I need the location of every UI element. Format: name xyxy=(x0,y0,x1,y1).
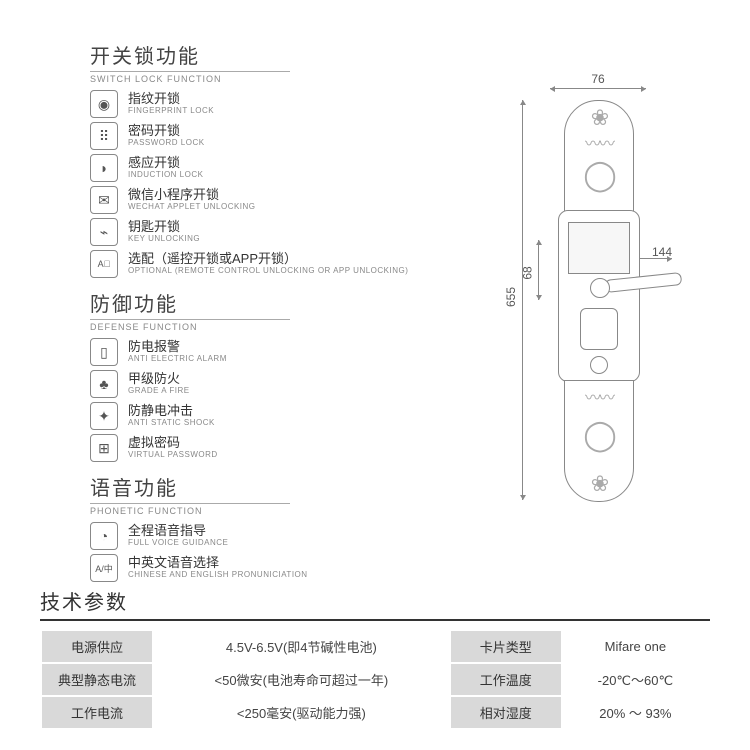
spec-label: 卡片类型 xyxy=(451,631,561,662)
feature-cn: 甲级防火 xyxy=(128,372,190,386)
feature-en: FINGERPRINT LOCK xyxy=(128,107,214,116)
ornament-icon: ❀ xyxy=(591,473,607,495)
spec-row: 电源供应4.5V-6.5V(即4节碱性电池)卡片类型Mifare one xyxy=(42,631,708,662)
feature-cn: 防电报警 xyxy=(128,340,227,354)
feature-cn: 微信小程序开锁 xyxy=(128,188,256,202)
feature-text: 选配（遥控开锁或APP开锁）OPTIONAL (REMOTE CONTROL U… xyxy=(128,252,408,275)
feature-icon: A/中 xyxy=(90,554,118,582)
feature-icon: ⌁ xyxy=(90,218,118,246)
ornament-icon: ◯ xyxy=(583,161,615,191)
feature-text: 钥匙开锁KEY UNLOCKING xyxy=(128,220,200,243)
feature-en: WECHAT APPLET UNLOCKING xyxy=(128,203,256,212)
feature-text: 指纹开锁FINGERPRINT LOCK xyxy=(128,92,214,115)
feature-en: INDUCTION LOCK xyxy=(128,171,203,180)
spec-row: 典型静态电流<50微安(电池寿命可超过一年)工作温度-20℃～60℃ xyxy=(42,664,708,695)
feature-text: 密码开锁PASSWORD LOCK xyxy=(128,124,205,147)
lock-keyhole xyxy=(590,356,608,374)
feature-icon: ▯ xyxy=(90,338,118,366)
feature-cn: 密码开锁 xyxy=(128,124,205,138)
defense-title-en: DEFENSE FUNCTION xyxy=(90,319,290,332)
feature-cn: 选配（遥控开锁或APP开锁） xyxy=(128,252,408,266)
spec-value: <250毫安(驱动能力强) xyxy=(154,697,449,728)
feature-text: 全程语音指导FULL VOICE GUIDANCE xyxy=(128,524,228,547)
feature-icon: A⃣ xyxy=(90,250,118,278)
feature-text: 微信小程序开锁WECHAT APPLET UNLOCKING xyxy=(128,188,256,211)
feature-icon: ✦ xyxy=(90,402,118,430)
lock-screen xyxy=(568,222,630,274)
feature-cn: 中英文语音选择 xyxy=(128,556,308,570)
spec-label: 工作电流 xyxy=(42,697,152,728)
spec-title: 技术参数 xyxy=(40,586,710,621)
feature-en: ANTI ELECTRIC ALARM xyxy=(128,355,227,364)
feature-icon: ◉ xyxy=(90,90,118,118)
spec-value: 4.5V-6.5V(即4节碱性电池) xyxy=(154,631,449,662)
lock-fingerprint xyxy=(580,308,618,350)
spec-label: 典型静态电流 xyxy=(42,664,152,695)
phonetic-feature-list: ◔ 全程语音指导FULL VOICE GUIDANCE A/中中英文语音选择CHIN… xyxy=(90,522,710,582)
lock-body: ❀ 〰〰 ◯ 〰〰 ◯ ❀ xyxy=(550,100,646,500)
ornament-icon: ◯ xyxy=(583,421,615,451)
dim-width-label: 76 xyxy=(560,72,636,86)
feature-icon: ◗ xyxy=(90,154,118,182)
feature-en: CHINESE AND ENGLISH PRONUNICIATION xyxy=(128,571,308,580)
feature-en: GRADE A FIRE xyxy=(128,387,190,396)
feature-en: FULL VOICE GUIDANCE xyxy=(128,539,228,548)
dim-handle-span-label: 144 xyxy=(652,245,672,259)
feature-en: ANTI STATIC SHOCK xyxy=(128,419,215,428)
lock-plate-bot: 〰〰 ◯ ❀ xyxy=(564,380,634,502)
spec-value: -20℃～60℃ xyxy=(563,664,708,695)
feature-cn: 感应开锁 xyxy=(128,156,203,170)
ornament-icon: 〰〰 xyxy=(585,137,613,153)
feature-text: 甲级防火GRADE A FIRE xyxy=(128,372,190,395)
feature-icon: ⊞ xyxy=(90,434,118,462)
feature-icon: ⠿ xyxy=(90,122,118,150)
feature-text: 防静电冲击ANTI STATIC SHOCK xyxy=(128,404,215,427)
spec-table: 电源供应4.5V-6.5V(即4节碱性电池)卡片类型Mifare one典型静态… xyxy=(40,629,710,730)
dim-handle-h-line: 68 xyxy=(538,240,539,300)
spec-value: 20% ～ 93% xyxy=(563,697,708,728)
feature-cn: 全程语音指导 xyxy=(128,524,228,538)
feature-en: OPTIONAL (REMOTE CONTROL UNLOCKING OR AP… xyxy=(128,267,408,276)
dim-handle-h-label: 68 xyxy=(521,266,535,279)
lock-plate-top: ❀ 〰〰 ◯ xyxy=(564,100,634,212)
spec-section: 技术参数 电源供应4.5V-6.5V(即4节碱性电池)卡片类型Mifare on… xyxy=(40,586,710,730)
phonetic-title-en: PHONETIC FUNCTION xyxy=(90,503,290,516)
dim-height-label: 655 xyxy=(504,287,518,307)
spec-value: <50微安(电池寿命可超过一年) xyxy=(154,664,449,695)
feature-row: A/中中英文语音选择CHINESE AND ENGLISH PRONUNICIA… xyxy=(90,554,710,582)
feature-text: 防电报警ANTI ELECTRIC ALARM xyxy=(128,340,227,363)
feature-en: PASSWORD LOCK xyxy=(128,139,205,148)
feature-cn: 钥匙开锁 xyxy=(128,220,200,234)
lock-drawing: 76 655 68 144 ❀ 〰〰 ◯ 〰〰 ◯ ❀ xyxy=(450,80,690,520)
dim-height-line: 655 xyxy=(522,100,523,500)
feature-row: ◔ 全程语音指导FULL VOICE GUIDANCE xyxy=(90,522,710,550)
feature-en: VIRTUAL PASSWORD xyxy=(128,451,218,460)
dim-width-line xyxy=(550,88,646,89)
feature-icon: ♣ xyxy=(90,370,118,398)
feature-cn: 虚拟密码 xyxy=(128,436,218,450)
spec-value: Mifare one xyxy=(563,631,708,662)
feature-en: KEY UNLOCKING xyxy=(128,235,200,244)
spec-row: 工作电流<250毫安(驱动能力强)相对湿度20% ～ 93% xyxy=(42,697,708,728)
feature-text: 中英文语音选择CHINESE AND ENGLISH PRONUNICIATIO… xyxy=(128,556,308,579)
ornament-icon: 〰〰 xyxy=(585,391,613,407)
feature-icon: ✉ xyxy=(90,186,118,214)
lock-handle-base xyxy=(590,278,610,298)
feature-text: 虚拟密码VIRTUAL PASSWORD xyxy=(128,436,218,459)
feature-icon: ◔ xyxy=(90,522,118,550)
spec-label: 工作温度 xyxy=(451,664,561,695)
spec-label: 相对湿度 xyxy=(451,697,561,728)
feature-cn: 防静电冲击 xyxy=(128,404,215,418)
feature-cn: 指纹开锁 xyxy=(128,92,214,106)
ornament-icon: ❀ xyxy=(591,107,607,129)
switch-title-en: SWITCH LOCK FUNCTION xyxy=(90,71,290,84)
switch-title-cn: 开关锁功能 xyxy=(90,40,710,69)
spec-label: 电源供应 xyxy=(42,631,152,662)
feature-text: 感应开锁INDUCTION LOCK xyxy=(128,156,203,179)
